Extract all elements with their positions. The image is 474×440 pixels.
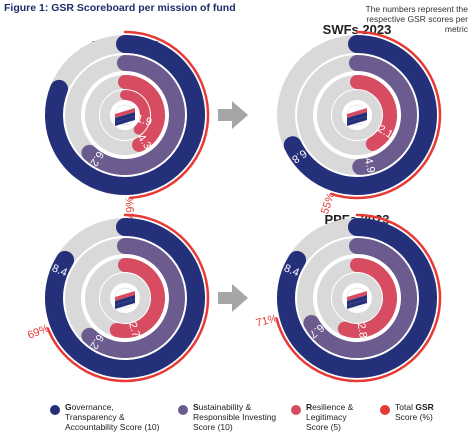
swfs-2023-label-1: 4.9 [362,157,377,175]
arrow-icon-0 [218,101,248,129]
legend-lead-total: Total [395,402,416,412]
ppfs-2023-emblem-stripe-2 [347,299,367,309]
swfs-2023-arc-0 [283,35,437,195]
legend-item-governance: Governance, Transparency & Accountabilit… [50,402,160,432]
ppfs-2022-label-2: 2.7 [126,321,142,339]
ppfs-2023-track-3 [332,273,382,323]
legend-swatch-resilience [291,405,301,415]
ppfs-2023-arc-2 [337,258,397,338]
swfs-2022-label-3: 1.9 [135,113,153,129]
legend-bold-total: GSR [415,402,434,412]
swfs-2022-total-arc [123,30,210,200]
legend-swatch-governance [50,405,60,415]
legend-label-sustainability: ustainability & Responsible Investing Sc… [193,402,277,432]
ppfs-2022-arc-1 [81,238,185,358]
swfs-2022-total-label: 49% [124,196,137,219]
arrow-icon-1 [218,284,248,312]
swfs-2023-track-3 [332,90,382,140]
ppfs-2022-emblem-stripe-2 [115,299,135,309]
swfs-2022-emblem-stripe-2 [115,116,135,126]
legend-lead-governance: G [65,402,72,412]
swfs-2022-arc-1 [81,55,185,175]
ppfs-2022-total-label: 69% [26,322,51,341]
legend-swatch-total [380,405,390,415]
legend-item-total: Total GSR Score (%) [380,402,434,422]
ppfs-2022-track-3 [100,273,150,323]
legend-label-total: Score (%) [395,412,433,422]
ppfs-2022-label-0: 8.4 [50,262,69,279]
legend-lead-resilience: R [306,402,313,412]
ppfs-2022-total-arc [46,213,210,383]
legend-item-sustainability: Sustainability & Responsible Investing S… [178,402,276,432]
swfs-2022-arc-3 [120,90,150,135]
swfs-2023-emblem-stripe-0 [347,108,367,118]
legend-item-resilience: Resilience & Legitimacy Score (5) [291,402,353,432]
swfs-2023-arc-2 [350,75,397,151]
ppfs-2022-arc-2 [109,258,165,338]
swfs-2022-arc-2 [118,75,165,152]
legend: Governance, Transparency & Accountabilit… [0,398,474,440]
swfs-2023-total-arc [330,30,442,200]
ppfs-2023-emblem-stripe-1 [347,295,367,305]
legend-swatch-sustainability [178,405,188,415]
ppfs-2023-arc-0 [277,218,437,378]
swfs-2022-emblem-stripe-1 [115,112,135,122]
ppfs-2022-arc-0 [45,218,205,378]
swfs-2022-arc-0 [45,35,205,195]
ppfs-2022-emblem-stripe-0 [115,291,135,301]
swfs-2023-emblem-stripe-1 [347,112,367,122]
ppfs-2023-label-2: 2.8 [355,322,369,339]
figure-title: Figure 1: GSR Scoreboard per mission of … [4,2,236,14]
legend-label-governance: overnance, Transparency & Accountability… [65,402,160,432]
ppfs-2023-emblem-stripe-0 [347,291,367,301]
legend-label-resilience: esilience & Legitimacy Score (5) [306,402,354,432]
ppfs-2023-arc-1 [303,238,417,358]
ppfs-2023-label-0: 8.4 [282,262,301,279]
swfs-2022-emblem-stripe-0 [115,108,135,118]
swfs-2023-arc-1 [349,55,418,175]
ppfs-2022-emblem-stripe-1 [115,295,135,305]
ppfs-2023-total-label: 71% [255,312,280,329]
legend-lead-sustainability: S [193,402,199,412]
ppfs-2023-total-arc [275,213,442,383]
metric-note: The numbers represent the respective GSR… [365,4,468,34]
swfs-2023-emblem-stripe-2 [347,116,367,126]
